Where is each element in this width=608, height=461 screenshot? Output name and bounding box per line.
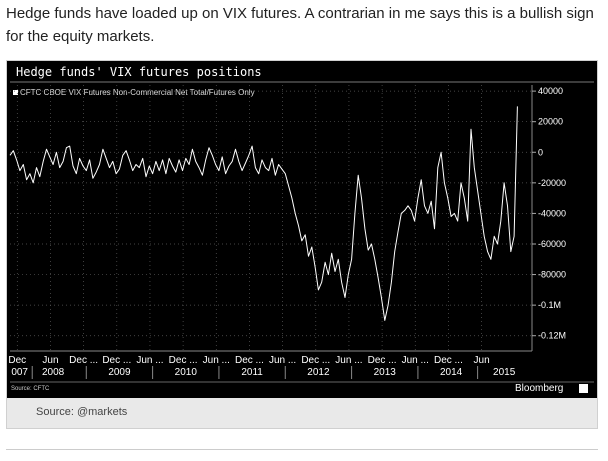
x-tick-label: Jun ...: [269, 355, 296, 366]
series-line: [9, 106, 518, 321]
bloomberg-icon: [579, 384, 588, 393]
y-tick-label: -0.12M: [538, 331, 566, 341]
x-tick-label: Jun ...: [335, 355, 362, 366]
source-label: Source: CFTC: [11, 386, 50, 392]
x-tick-label: Jun: [42, 355, 58, 366]
x-tick-label: Dec ...: [434, 355, 463, 366]
x-year-label: 2009: [108, 367, 131, 378]
y-tick-label: 0: [538, 147, 543, 157]
x-tick-label: Jun: [474, 355, 490, 366]
x-year-label: 2011: [241, 367, 263, 378]
x-year-label: 2014: [440, 367, 463, 378]
vix-positions-chart: Hedge funds' VIX futures positions CFTC …: [7, 61, 597, 398]
chart-caption: Source: @markets: [36, 406, 128, 418]
y-tick-label: 40000: [538, 86, 563, 96]
legend-label: CFTC CBOE VIX Futures Non-Commercial Net…: [20, 88, 255, 97]
x-tick-label: Dec ...: [169, 355, 198, 366]
x-year-label: 007: [11, 367, 28, 378]
x-year-label: 2008: [42, 367, 65, 378]
intro-text: Hedge funds have loaded up on VIX future…: [6, 5, 594, 45]
y-tick-label: -80000: [538, 270, 566, 280]
x-tick-label: Jun ...: [203, 355, 230, 366]
y-tick-label: 20000: [538, 117, 563, 127]
y-axis: 40000 20000 0 -20000 -40000 -60000 -80000 -0.1M…: [532, 86, 566, 341]
chart-figure: Hedge funds' VIX futures positions CFTC …: [6, 60, 598, 429]
x-tick-label: Dec ...: [301, 355, 330, 366]
chart-panel: Hedge funds' VIX futures positions CFTC …: [7, 61, 597, 398]
x-tick-label: Jun ...: [402, 355, 429, 366]
x-tick-label: Jun ...: [136, 355, 163, 366]
x-year-label: 2012: [307, 367, 330, 378]
x-tick-label: Dec ...: [69, 355, 98, 366]
y-tick-label: -0.1M: [538, 300, 561, 310]
y-tick-label: -20000: [538, 178, 566, 188]
x-year-label: 2010: [175, 367, 198, 378]
bloomberg-logo: Bloomberg: [515, 383, 563, 394]
y-tick-label: -40000: [538, 208, 566, 218]
x-tick-label: Dec ...: [368, 355, 397, 366]
chart-background: [7, 61, 597, 398]
x-axis: Dec Jun Dec ... Dec ... Jun ... Dec ... Jun ..…: [8, 355, 516, 379]
x-tick-label: Dec ...: [235, 355, 264, 366]
x-year-label: 2015: [493, 367, 516, 378]
x-tick-label: Dec: [8, 355, 26, 366]
y-tick-label: -60000: [538, 239, 566, 249]
bottom-rule: [6, 449, 598, 450]
legend-swatch: [13, 90, 18, 95]
x-tick-label: Dec ...: [102, 355, 131, 366]
chart-title: Hedge funds' VIX futures positions: [16, 65, 262, 79]
x-year-label: 2013: [374, 367, 397, 378]
